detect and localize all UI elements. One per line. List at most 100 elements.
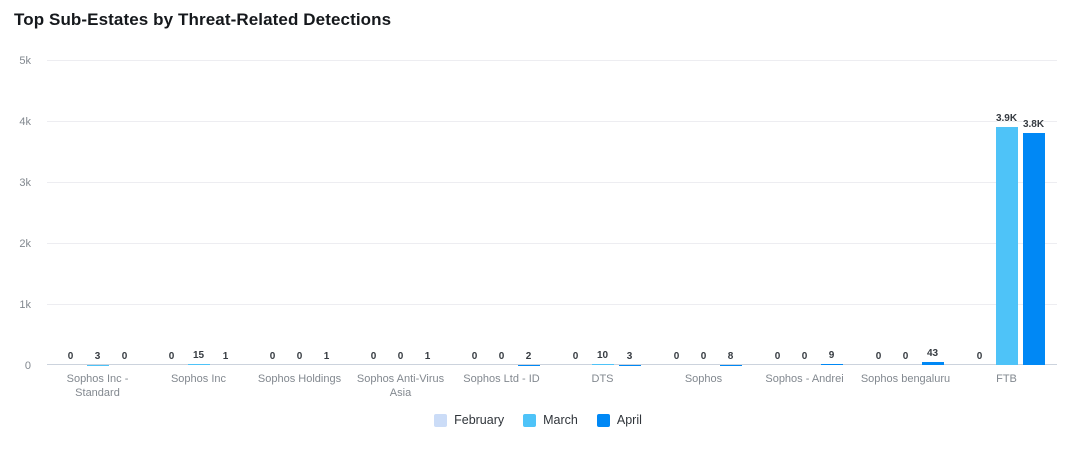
x-axis-category-label: Sophos Ltd - ID — [451, 372, 552, 386]
bar-slot: 1 — [315, 60, 338, 365]
bar-slot: 0 — [868, 60, 890, 365]
bar-slot: 3 — [86, 60, 109, 365]
bar-april-7[interactable] — [820, 364, 843, 365]
bar-value-label: 1 — [222, 350, 229, 362]
gridline — [47, 182, 1057, 183]
bar-value-label: 0 — [700, 351, 707, 362]
bar-value-label: 0 — [67, 351, 74, 362]
bar-group: 0 0 1 — [350, 60, 451, 365]
bar-value-label: 0 — [875, 351, 882, 362]
bar-value-label: 0 — [471, 351, 478, 362]
bar-march-5[interactable] — [591, 364, 614, 365]
bar-group: 0 0 43 — [855, 60, 956, 365]
bar-april-9[interactable] — [1022, 133, 1045, 365]
x-axis-category-label: FTB — [956, 372, 1057, 386]
bar-slot: 3.8K — [1022, 60, 1045, 365]
bar-slot: 3 — [618, 60, 641, 365]
legend-label: February — [454, 413, 505, 427]
x-axis-category-text: Sophos — [684, 373, 723, 385]
bar-slot: 0 — [969, 60, 991, 365]
x-axis-line — [47, 364, 1057, 365]
bar-slot: 0 — [767, 60, 789, 365]
x-axis-category-text: DTS — [591, 373, 614, 385]
bar-group: 0 10 3 — [552, 60, 653, 365]
y-axis-tick-label: 0 — [24, 360, 31, 372]
bar-slot: 15 — [187, 60, 210, 365]
x-axis-category-label: Sophos — [653, 372, 754, 386]
bar-slot: 10 — [591, 60, 614, 365]
bar-april-8[interactable] — [921, 362, 944, 365]
bar-value-label: 0 — [296, 351, 303, 362]
bar-slot: 43 — [921, 60, 944, 365]
x-axis-category-text: Sophos Inc — [170, 373, 227, 385]
x-axis-category-text: Sophos Anti-Virus Asia — [356, 373, 445, 399]
bar-value-label: 3.8K — [1022, 119, 1045, 131]
legend-item-february[interactable]: February — [434, 413, 504, 427]
x-axis-category-text: Sophos Ltd - ID — [463, 373, 540, 385]
bar-slot: 0 — [693, 60, 715, 365]
plot-area: 0 3 0 0 15 1 0 0 1 0 0 1 0 0 2 0 10 3 0 0 8 0 0 9 0 0 43 0 3.9K 3.8K — [47, 60, 1057, 365]
bar-slot: 0 — [60, 60, 82, 365]
bar-group: 0 0 1 — [249, 60, 350, 365]
x-axis-category-label: DTS — [552, 372, 653, 386]
y-axis-tick-label: 5k — [19, 55, 31, 67]
legend-swatch — [434, 413, 448, 427]
bar-slot: 0 — [491, 60, 513, 365]
bar-value-label: 15 — [192, 350, 205, 362]
chart-legend: February March April — [0, 413, 1076, 427]
bar-group: 0 15 1 — [148, 60, 249, 365]
y-axis-tick-label: 3k — [19, 177, 31, 189]
bar-group: 0 3 0 — [47, 60, 148, 365]
bar-march-1[interactable] — [187, 364, 210, 365]
bar-value-label: 2 — [525, 350, 532, 362]
y-axis-tick-label: 2k — [19, 238, 31, 250]
x-axis-category-label: Sophos Holdings — [249, 372, 350, 386]
legend-swatch — [523, 413, 537, 427]
x-axis-category-text: Sophos Holdings — [257, 373, 342, 385]
legend-label: April — [616, 413, 642, 427]
bar-slot: 0 — [363, 60, 385, 365]
bar-value-label: 0 — [801, 351, 808, 362]
bar-value-label: 0 — [572, 351, 579, 362]
legend-item-march[interactable]: March — [523, 413, 578, 427]
x-axis-category-text: Sophos bengaluru — [860, 373, 951, 385]
bar-slot: 0 — [114, 60, 136, 365]
x-axis-category-text: FTB — [996, 373, 1017, 385]
bar-value-label: 3 — [626, 350, 633, 362]
bar-value-label: 3.9K — [995, 113, 1018, 125]
bar-march-9[interactable] — [995, 127, 1018, 365]
gridline — [47, 60, 1057, 61]
bar-group: 0 3.9K 3.8K — [956, 60, 1057, 365]
bar-slot: 0 — [289, 60, 311, 365]
x-axis-category-text: Sophos Inc - Standard — [66, 373, 129, 399]
bar-group: 0 0 9 — [754, 60, 855, 365]
bar-slot: 0 — [666, 60, 688, 365]
bar-value-label: 0 — [498, 351, 505, 362]
bar-slot: 2 — [517, 60, 540, 365]
bar-value-label: 0 — [397, 351, 404, 362]
chart-title: Top Sub-Estates by Threat-Related Detect… — [14, 10, 392, 29]
bar-slot: 9 — [820, 60, 843, 365]
bar-value-label: 0 — [370, 351, 377, 362]
bar-slot: 3.9K — [995, 60, 1018, 365]
bar-value-label: 43 — [926, 348, 939, 360]
x-axis-category-label: Sophos bengaluru — [855, 372, 956, 386]
x-axis-category-label: Sophos - Andrei — [754, 372, 855, 386]
bar-value-label: 3 — [94, 350, 101, 362]
bar-slot: 0 — [895, 60, 917, 365]
bar-group: 0 0 8 — [653, 60, 754, 365]
bar-slot: 0 — [161, 60, 183, 365]
legend-label: March — [543, 413, 578, 427]
bar-slot: 0 — [262, 60, 284, 365]
bar-value-label: 1 — [323, 350, 330, 362]
bar-value-label: 0 — [976, 351, 983, 362]
bar-value-label: 0 — [774, 351, 781, 362]
bar-value-label: 0 — [673, 351, 680, 362]
bar-slot: 0 — [565, 60, 587, 365]
legend-item-april[interactable]: April — [596, 413, 642, 427]
x-axis-category-label: Sophos Inc — [148, 372, 249, 386]
bar-slot: 0 — [464, 60, 486, 365]
bar-value-label: 10 — [596, 350, 609, 362]
bar-group: 0 0 2 — [451, 60, 552, 365]
bar-slot: 8 — [719, 60, 742, 365]
